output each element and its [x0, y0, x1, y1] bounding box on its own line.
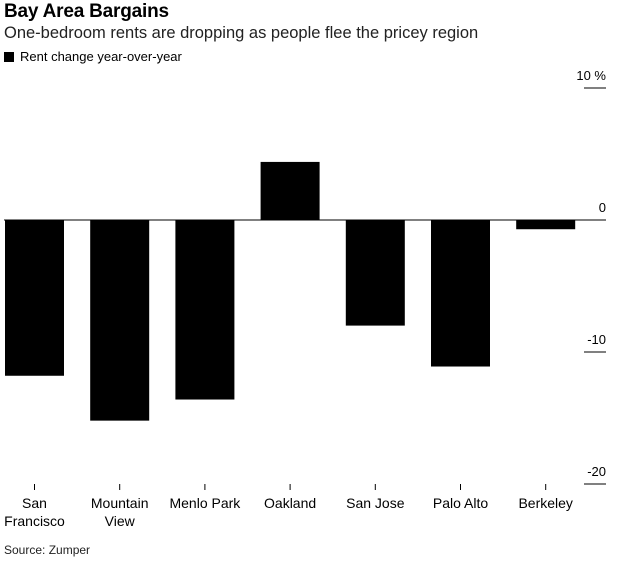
- bar: [260, 161, 320, 220]
- chart-subtitle: One-bedroom rents are dropping as people…: [4, 24, 479, 42]
- bar: [516, 220, 576, 230]
- source-note: Source: Zumper: [4, 543, 91, 557]
- y-tick-label: 0: [599, 200, 606, 215]
- bar: [175, 220, 235, 400]
- bar: [90, 220, 150, 421]
- y-tick-label: -10: [587, 332, 606, 347]
- bar: [431, 220, 490, 367]
- legend: Rent change year-over-year: [4, 49, 182, 64]
- legend-label: Rent change year-over-year: [20, 49, 182, 64]
- chart-title: Bay Area Bargains: [4, 1, 169, 22]
- x-tick-label: Berkeley: [518, 495, 572, 511]
- bar: [5, 220, 64, 376]
- x-tick-label: San Jose: [346, 495, 405, 511]
- x-tick-label: Menlo Park: [169, 495, 241, 511]
- legend-swatch: [4, 51, 14, 62]
- y-tick-label: 10 %: [576, 68, 606, 83]
- x-tick-label: San Francisco: [4, 495, 65, 529]
- x-tick-label: Palo Alto: [433, 495, 488, 511]
- x-tick-label: Mountain View: [91, 495, 149, 529]
- y-tick-label: -20: [587, 464, 606, 479]
- bar: [345, 220, 405, 326]
- x-tick-label: Oakland: [264, 495, 316, 511]
